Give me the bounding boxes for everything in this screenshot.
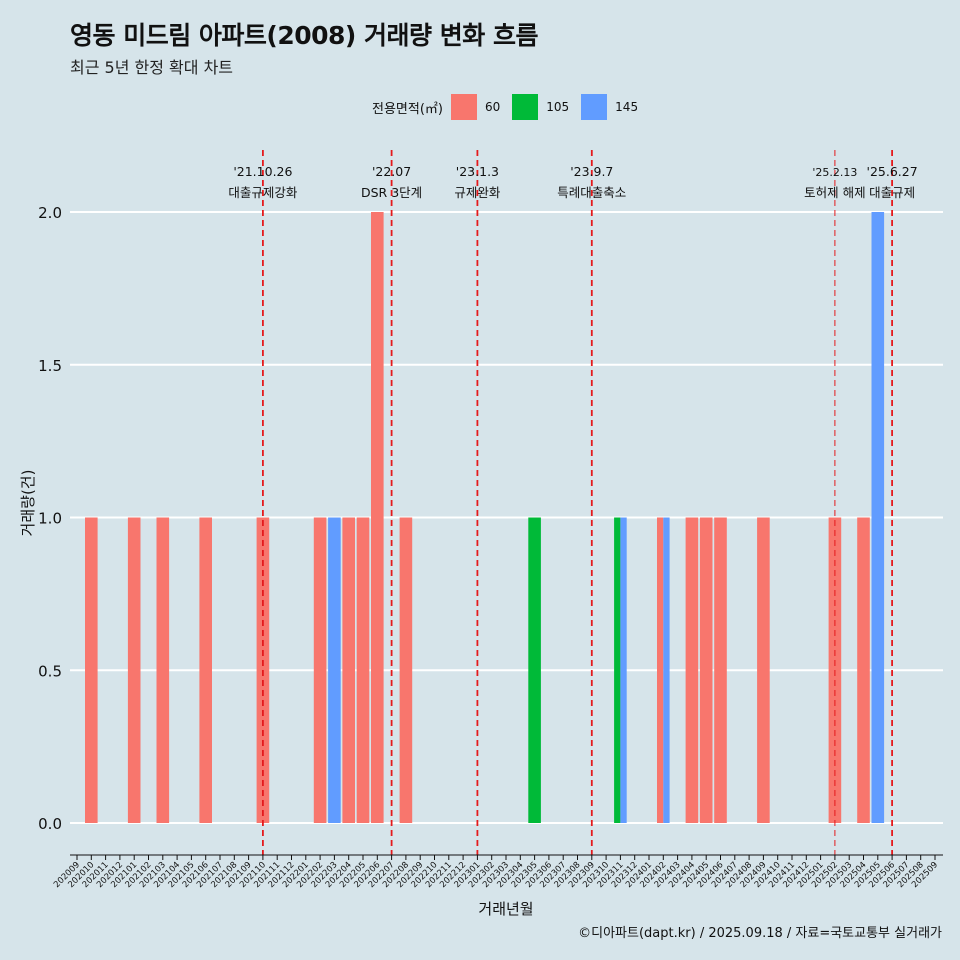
event-label: 대출규제강화: [228, 185, 298, 200]
y-tick-label: 0.0: [38, 815, 62, 833]
chart-title: 영동 미드림 아파트(2008) 거래량 변화 흐름: [70, 21, 538, 50]
bar-60-202208: [399, 517, 413, 823]
legend: 전용면적(㎡) 60 105 145: [372, 93, 650, 121]
legend-swatch-145: [581, 94, 608, 120]
event-date: '23.1.3: [456, 164, 499, 179]
bar-60-202402: [657, 517, 664, 823]
bar-145-202505: [871, 212, 885, 823]
legend-label-105: 105: [546, 100, 570, 114]
event-label: 대출규제: [869, 185, 915, 200]
bar-145-202203: [328, 517, 341, 823]
legend-item-60: 60: [450, 94, 506, 120]
event-label: 토허제 해제: [804, 185, 865, 200]
x-axis-title: 거래년월: [478, 900, 533, 918]
event-date: '25.2.13: [812, 166, 857, 179]
event-date: '23.9.7: [570, 164, 613, 179]
bar-60-202010: [85, 517, 98, 823]
bar-60-202406: [714, 517, 727, 823]
event-label: 규제완화: [454, 185, 501, 200]
bar-60-202504: [857, 517, 870, 823]
bar-60-202405: [699, 517, 713, 823]
y-tick-label: 2.0: [38, 204, 62, 222]
legend-title: 전용면적(㎡): [372, 101, 443, 117]
legend-swatch-105: [512, 94, 539, 120]
bar-60-202205: [356, 517, 370, 823]
bar-60-202404: [685, 517, 699, 823]
bar-105-202311: [614, 517, 621, 823]
chart-subtitle: 최근 5년 한정 확대 차트: [70, 58, 234, 77]
y-axis-title: 거래량(건): [19, 470, 37, 537]
event-date: '21.10.26: [233, 164, 292, 179]
event-label: 특례대출축소: [557, 185, 626, 200]
legend-swatch-60: [450, 94, 477, 120]
bar-60-202202: [313, 517, 327, 823]
bar-145-202311: [620, 517, 627, 823]
bar-60-202206: [371, 212, 384, 823]
bar-105-202305: [528, 517, 541, 823]
source-caption: ©디아파트(dapt.kr) / 2025.09.18 / 자료=국토교통부 실…: [578, 926, 942, 941]
event-label: DSR 3단계: [361, 185, 422, 200]
y-tick-label: 1.5: [38, 357, 62, 375]
y-tick-label: 1.0: [38, 510, 62, 528]
bar-60-202106: [199, 517, 212, 823]
bar-145-202402: [663, 517, 670, 823]
legend-label-145: 145: [615, 100, 639, 114]
legend-label-60: 60: [484, 100, 501, 114]
bar-60-202409: [757, 517, 770, 823]
y-tick-label: 0.5: [38, 662, 62, 680]
legend-item-145: 145: [581, 94, 644, 120]
bar-60-202101: [127, 517, 141, 823]
event-date: '25.6.27: [867, 164, 918, 179]
bar-60-202204: [342, 517, 355, 823]
legend-item-105: 105: [512, 94, 575, 120]
event-date: '22.07: [372, 164, 411, 179]
bar-60-202103: [156, 517, 170, 823]
